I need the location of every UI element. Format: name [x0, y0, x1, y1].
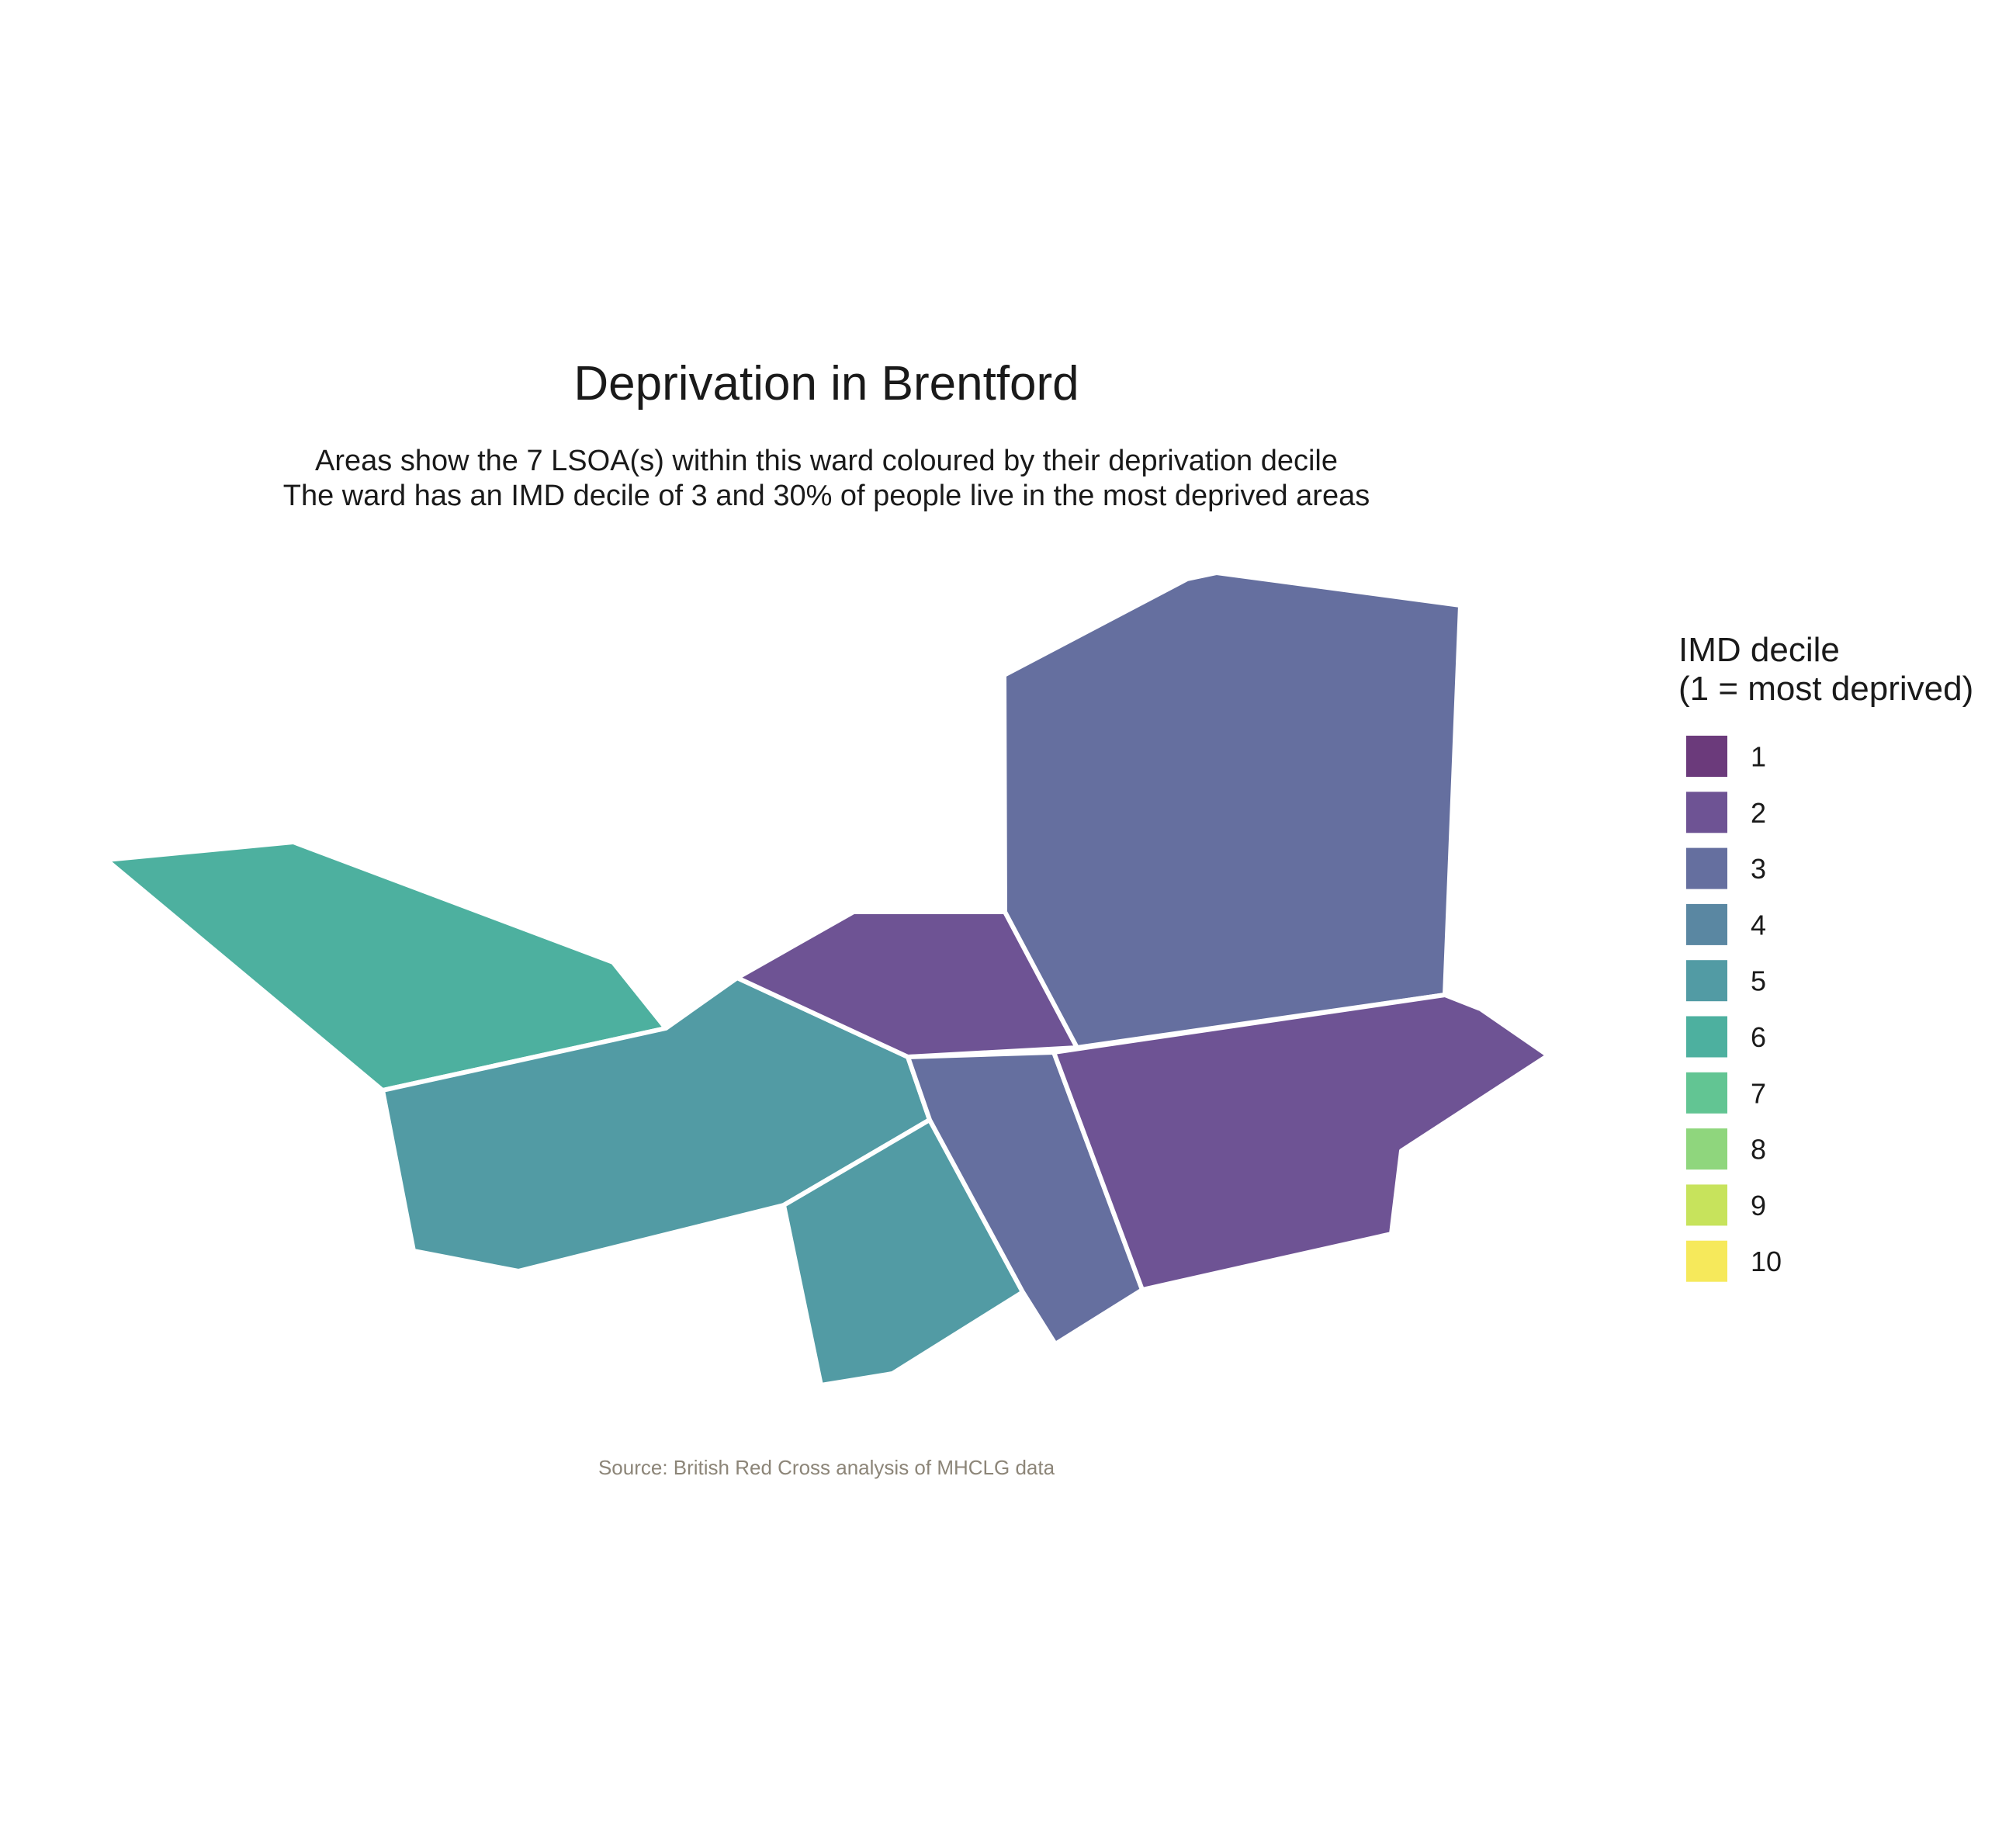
legend-label-1: 1	[1751, 741, 1766, 773]
legend-key-6	[1686, 1016, 1727, 1058]
legend-items: 1 2 3 4 5 6 7 8 9 10	[1686, 736, 1782, 1282]
legend-key-2	[1686, 792, 1727, 833]
legend-key-3	[1686, 847, 1727, 889]
legend-label-8: 8	[1751, 1134, 1766, 1166]
legend-label-10: 10	[1751, 1246, 1782, 1277]
chart-subtitle-line-2: The ward has an IMD decile of 3 and 30% …	[283, 480, 1370, 512]
legend-key-7	[1686, 1072, 1727, 1114]
legend-label-4: 4	[1751, 909, 1766, 941]
legend: IMD decile (1 = most deprived) 1 2 3 4 5 6 7 8 9…	[1678, 631, 1973, 1282]
legend-key-5	[1686, 960, 1727, 1002]
chart-caption: Source: British Red Cross analysis of MH…	[598, 1456, 1055, 1479]
legend-key-4	[1686, 903, 1727, 945]
legend-key-1	[1686, 736, 1727, 777]
legend-key-8	[1686, 1128, 1727, 1170]
lsoa-area-7	[1051, 993, 1550, 1292]
lsoa-area-4	[1002, 570, 1463, 1050]
legend-label-5: 5	[1751, 965, 1766, 997]
legend-label-9: 9	[1751, 1190, 1766, 1221]
legend-label-2: 2	[1751, 797, 1766, 829]
legend-key-10	[1686, 1240, 1727, 1282]
legend-label-6: 6	[1751, 1021, 1766, 1053]
chart-subtitle-line-1: Areas show the 7 LSOA(s) within this war…	[315, 445, 1338, 477]
legend-title-line-1: IMD decile	[1678, 631, 1840, 669]
legend-label-3: 3	[1751, 853, 1766, 885]
lsoa-area-1	[104, 840, 668, 1093]
legend-label-7: 7	[1751, 1077, 1766, 1109]
legend-key-9	[1686, 1184, 1727, 1226]
ward-map	[104, 570, 1550, 1388]
legend-title-line-2: (1 = most deprived)	[1678, 670, 1973, 708]
chart-title: Deprivation in Brentford	[573, 357, 1079, 411]
